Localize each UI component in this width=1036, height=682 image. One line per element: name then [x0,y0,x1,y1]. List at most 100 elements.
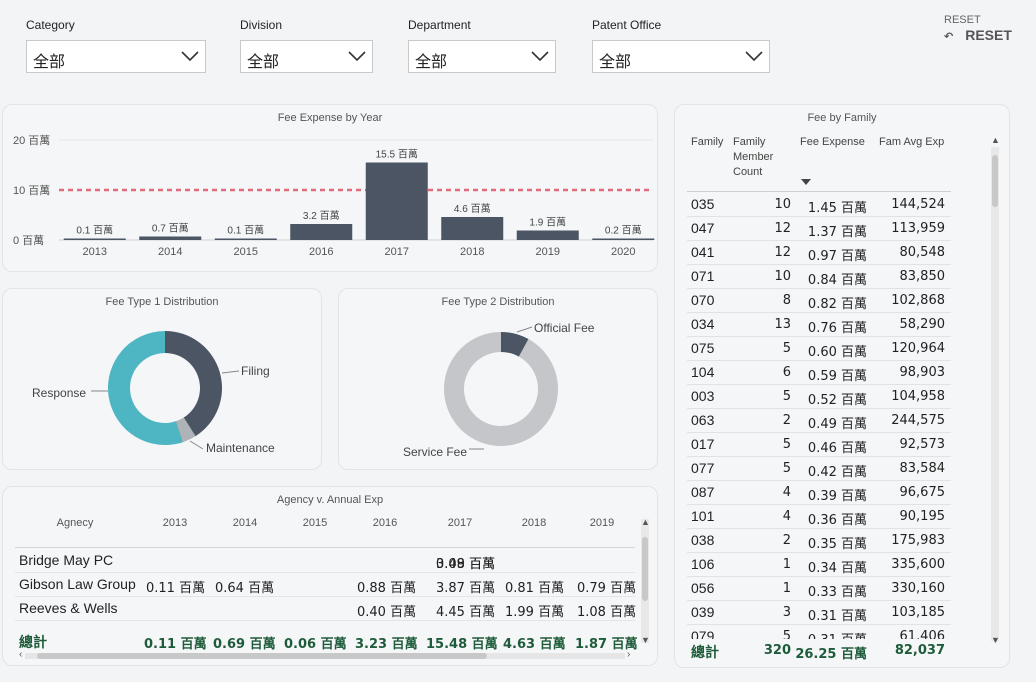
scroll-thumb[interactable] [992,155,998,207]
family-row[interactable]: 035 10 1.45 百萬 144,524 [687,193,951,217]
family-id: 035 [691,196,715,212]
family-vertical-scrollbar[interactable] [991,147,999,641]
slice-official-fee[interactable] [501,332,529,357]
col-header-2016[interactable]: 2016 [372,517,398,529]
family-row[interactable]: 017 5 0.46 百萬 92,573 [687,433,951,457]
family-row[interactable]: 038 2 0.35 百萬 175,983 [687,529,951,553]
chevron-down-icon [348,51,366,62]
col-header-2015[interactable]: 2015 [302,517,328,529]
bar-2020[interactable] [592,238,655,241]
family-row[interactable]: 101 4 0.36 百萬 90,195 [687,505,951,529]
bar-2013[interactable] [63,238,126,241]
col-header-2014[interactable]: 2014 [232,517,258,529]
fam-avg-exp: 335,600 [891,557,945,572]
division-dropdown[interactable]: 全部 [240,40,373,73]
member-count: 5 [782,461,791,476]
scroll-down-icon[interactable]: ▼ [641,635,650,645]
family-row[interactable]: 039 3 0.31 百萬 103,185 [687,601,951,625]
family-row[interactable]: 034 13 0.76 百萬 58,290 [687,313,951,337]
scroll-up-icon[interactable]: ▲ [641,517,650,527]
col-header-member-count[interactable]: Family Member Count [733,136,774,178]
family-row[interactable]: 087 4 0.39 百萬 96,675 [687,481,951,505]
slice-maintenance[interactable] [175,417,196,443]
bar-2014[interactable] [139,236,202,241]
patent-office-dropdown[interactable]: 全部 [592,40,770,73]
value-2017: 4.45 百萬 [436,605,496,620]
x-tick-2014: 2014 [158,246,182,258]
family-row[interactable]: 063 2 0.49 百萬 244,575 [687,409,951,433]
reset-button-label: RESET [965,27,1012,43]
member-count: 13 [774,317,791,332]
total-member-count: 320 [763,643,791,658]
member-count: 12 [774,245,791,260]
agency-vertical-scrollbar[interactable] [641,519,649,643]
table-row[interactable]: Reeves & Wells 0.40 百萬 4.45 百萬 1.99 百萬 1… [15,597,636,621]
col-header-2019[interactable]: 2019 [589,517,615,529]
fam-avg-exp: 144,524 [891,197,945,212]
family-row[interactable]: 071 10 0.84 百萬 83,850 [687,265,951,289]
family-row[interactable]: 041 12 0.97 百萬 80,548 [687,241,951,265]
patent-office-filter-label: Patent Office [592,18,662,32]
col-header-family[interactable]: Family [691,136,724,148]
col-header-2013[interactable]: 2013 [162,517,188,529]
family-row[interactable]: 075 5 0.60 百萬 120,964 [687,337,951,361]
data-label-2020: 0.2 百萬 [605,224,642,237]
reset-button[interactable]: ↶ RESET [944,27,1012,43]
department-dropdown[interactable]: 全部 [408,40,556,73]
bar-2018[interactable] [441,217,504,240]
table-row[interactable]: Bridge May PC 0.49 百萬 3.08 百萬 [15,549,635,573]
agency-title: Agency v. Annual Exp [276,494,384,506]
slice-filing[interactable] [165,331,223,437]
family-id: 034 [691,316,715,332]
fee-expense-bar-chart: 20 百萬 10 百萬 0 百萬 0.1 百萬 2013 0.7 百萬 2014 0.1… [13,134,655,258]
family-row[interactable]: 003 5 0.52 百萬 104,958 [687,385,951,409]
member-count: 2 [782,413,791,428]
scroll-down-icon[interactable]: ▼ [991,635,1000,645]
x-tick-2019: 2019 [536,246,560,258]
family-row[interactable]: 079 5 0.31 百萬 61,406 [687,625,951,639]
slice-response[interactable] [108,331,183,445]
scroll-right-icon[interactable]: › [627,649,631,660]
label-official-fee: Official Fee [534,321,595,335]
h-scroll-thumb[interactable] [37,653,487,659]
col-header-2017[interactable]: 2017 [447,517,473,529]
bar-2019[interactable] [516,230,579,241]
x-tick-2013: 2013 [83,246,107,258]
bar-2017[interactable] [365,162,428,241]
family-row[interactable]: 070 8 0.82 百萬 102,868 [687,289,951,313]
member-count: 5 [782,437,791,452]
fam-avg-exp: 175,983 [891,533,945,548]
bar-2016[interactable] [290,224,353,240]
y-tick-0: 0 百萬 [13,234,44,247]
col-header-agency[interactable]: Agnecy [56,517,94,529]
family-row[interactable]: 077 5 0.42 百萬 83,584 [687,457,951,481]
family-row[interactable]: 106 1 0.34 百萬 335,600 [687,553,951,577]
x-tick-2017: 2017 [385,246,409,258]
family-row[interactable]: 056 1 0.33 百萬 330,160 [687,577,951,601]
scroll-up-icon[interactable]: ▲ [991,135,1000,145]
total-row: 總計 0.11 百萬 0.69 百萬 0.06 百萬 3.23 百萬 15.48… [15,629,638,653]
category-dropdown[interactable]: 全部 [26,40,206,73]
table-row[interactable]: Gibson Law Group 0.11 百萬 0.64 百萬 0.88 百萬… [15,573,636,597]
family-id: 087 [691,484,715,500]
col-header-2018[interactable]: 2018 [521,517,547,529]
fam-avg-exp: 90,195 [899,509,946,524]
col-header-fam-avg-exp[interactable]: Fam Avg Exp [879,136,945,148]
agency-horizontal-scrollbar[interactable] [25,653,625,659]
family-row[interactable]: 104 6 0.59 百萬 98,903 [687,361,951,385]
slice-service-fee[interactable] [444,332,558,446]
family-row[interactable]: 047 12 1.37 百萬 113,959 [687,217,951,241]
bar-2015[interactable] [214,238,277,241]
family-id: 071 [691,268,715,284]
col-header-fee-expense[interactable]: Fee Expense [800,136,865,148]
scroll-left-icon[interactable]: ‹ [19,649,23,660]
family-id: 039 [691,604,715,620]
value-2016: 0.49 百萬 [435,557,495,572]
sort-desc-icon[interactable] [801,179,811,185]
family-header-divider [687,191,951,192]
scroll-thumb[interactable] [642,537,648,601]
data-label-2013: 0.1 百萬 [76,224,113,237]
category-filter: Category 全部 [26,18,206,73]
member-count: 1 [782,581,791,596]
family-id: 079 [691,628,715,639]
